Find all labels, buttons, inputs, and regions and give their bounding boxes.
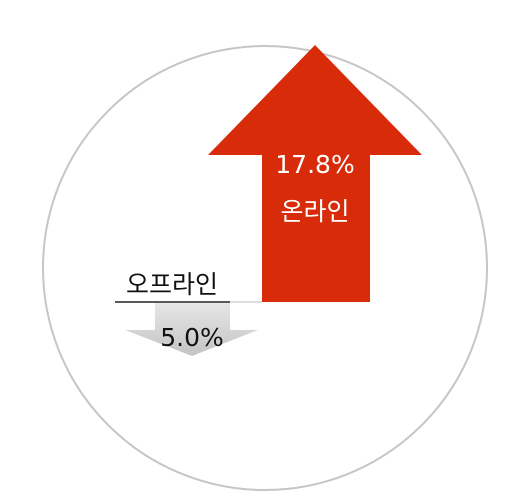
offline-value: 5.0%: [160, 323, 224, 352]
down-arrow: [125, 303, 258, 356]
up-arrow: [208, 45, 422, 302]
offline-label: 오프라인: [126, 270, 218, 299]
online-label: 온라인: [280, 197, 349, 226]
online-value: 17.8%: [275, 150, 354, 179]
